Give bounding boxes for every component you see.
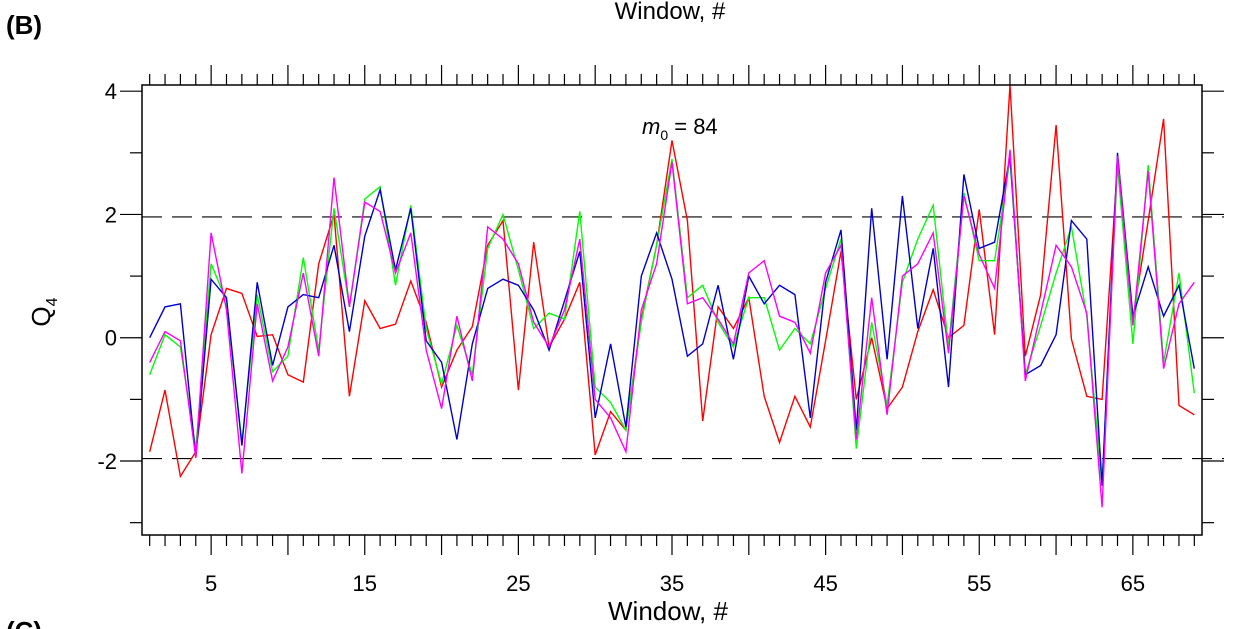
reference-lines xyxy=(142,216,1224,460)
series-line xyxy=(149,152,1195,486)
series-line xyxy=(149,158,1195,486)
x-tick-label: 65 xyxy=(1121,571,1145,596)
x-tick-label: 55 xyxy=(967,571,991,596)
x-tick-label: 15 xyxy=(353,571,377,596)
top-clipped-axis-label: Window, # xyxy=(615,0,726,25)
svg-text:Q4: Q4 xyxy=(26,297,61,326)
panel-label: (B) xyxy=(6,10,42,40)
y-tick-label: -2 xyxy=(97,449,117,474)
series-line xyxy=(149,149,1195,508)
y-tick-label: 2 xyxy=(105,202,117,227)
x-tick-label: 45 xyxy=(813,571,837,596)
x-tick-label: 25 xyxy=(506,571,530,596)
m0-annotation: m0 = 84 xyxy=(642,114,718,143)
tick-marks xyxy=(120,65,1224,555)
x-axis-title: Window, # xyxy=(608,596,728,626)
y-axis-title: Q4 xyxy=(26,297,61,326)
tick-labels: 5 15 25 35 45 55 65 -2 0 2 4 xyxy=(97,79,1145,596)
y-tick-label: 0 xyxy=(105,326,117,351)
series-line xyxy=(149,84,1195,479)
next-panel-label: (C) xyxy=(6,616,42,629)
y-tick-label: 4 xyxy=(105,79,117,104)
x-tick-label: 35 xyxy=(660,571,684,596)
x-tick-label: 5 xyxy=(205,571,217,596)
series-lines xyxy=(149,84,1195,508)
plot-frame xyxy=(141,84,1203,536)
